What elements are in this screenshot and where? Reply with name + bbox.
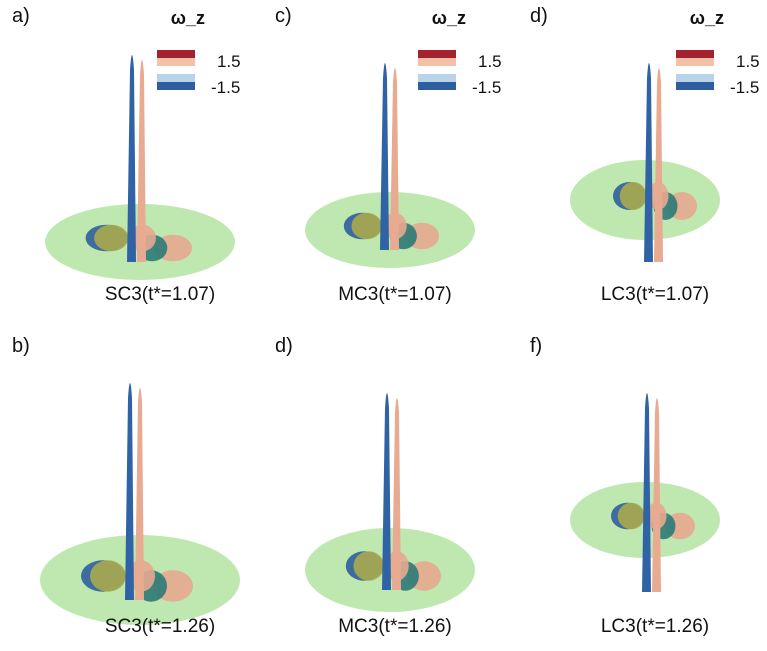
panel-label: a) (12, 5, 30, 27)
vortex-column (135, 388, 144, 600)
legend-title: ω_z (432, 8, 466, 28)
panel-caption: SC3(t*=1.26) (105, 616, 215, 637)
vortex-blob (353, 551, 384, 580)
legend-min: -1.5 (730, 78, 759, 97)
panel-label: d) (275, 335, 293, 357)
legend-swatch (157, 50, 195, 58)
panel-caption: SC3(t*=1.07) (105, 284, 215, 305)
legend-min: -1.5 (211, 78, 240, 97)
panel: d) MC3(t*=1.26) (275, 335, 475, 637)
legend-swatch (418, 50, 456, 58)
legend-swatch (157, 74, 195, 82)
vortex-column (382, 393, 391, 590)
figure: a) SC3(t*=1.07) ω_z 1.5 -1.5 c) MC3(t*=1.07) ω_… (0, 0, 767, 646)
vortex-column (125, 383, 134, 600)
panel-label: d) (530, 5, 548, 27)
vortex-column (380, 63, 389, 250)
legend-swatch (676, 74, 714, 82)
legend-swatch (676, 58, 714, 66)
panel-label: c) (275, 5, 292, 27)
panel: c) MC3(t*=1.07) ω_z 1.5 -1.5 (275, 5, 502, 305)
vortex-blob (90, 560, 126, 592)
panel: b) SC3(t*=1.26) (12, 335, 240, 637)
legend-title: ω_z (690, 8, 724, 28)
vortex-column (127, 55, 136, 262)
panel-caption: MC3(t*=1.07) (338, 284, 452, 305)
legend-swatch (157, 66, 195, 74)
panel-caption: MC3(t*=1.26) (338, 616, 452, 637)
legend-title: ω_z (171, 8, 205, 28)
panel: f) LC3(t*=1.26) (530, 335, 720, 637)
legend-swatch (676, 66, 714, 74)
panel-caption: LC3(t*=1.07) (601, 284, 709, 305)
vortex-column (392, 398, 401, 590)
legend-max: 1.5 (478, 52, 502, 71)
legend-swatch (157, 82, 195, 90)
panel: d) LC3(t*=1.07) ω_z 1.5 -1.5 (530, 5, 760, 305)
legend-swatch (418, 74, 456, 82)
vortex-blob (94, 225, 128, 252)
legend-max: 1.5 (217, 52, 241, 71)
panel: a) SC3(t*=1.07) ω_z 1.5 -1.5 (12, 5, 241, 305)
legend-swatch (418, 58, 456, 66)
legend-swatch (418, 66, 456, 74)
panel-label: f) (530, 335, 542, 357)
vortex-column (137, 60, 146, 262)
legend-swatch (157, 58, 195, 66)
legend-swatch (676, 82, 714, 90)
panel-label: b) (12, 335, 30, 357)
panel-caption: LC3(t*=1.26) (601, 616, 709, 637)
vortex-blob (620, 182, 647, 210)
legend-max: 1.5 (736, 52, 760, 71)
vortex-blob (618, 503, 645, 530)
legend-swatch (418, 82, 456, 90)
legend-min: -1.5 (472, 78, 501, 97)
vortex-blob (351, 213, 382, 240)
legend-swatch (676, 50, 714, 58)
vortex-column (390, 68, 399, 250)
